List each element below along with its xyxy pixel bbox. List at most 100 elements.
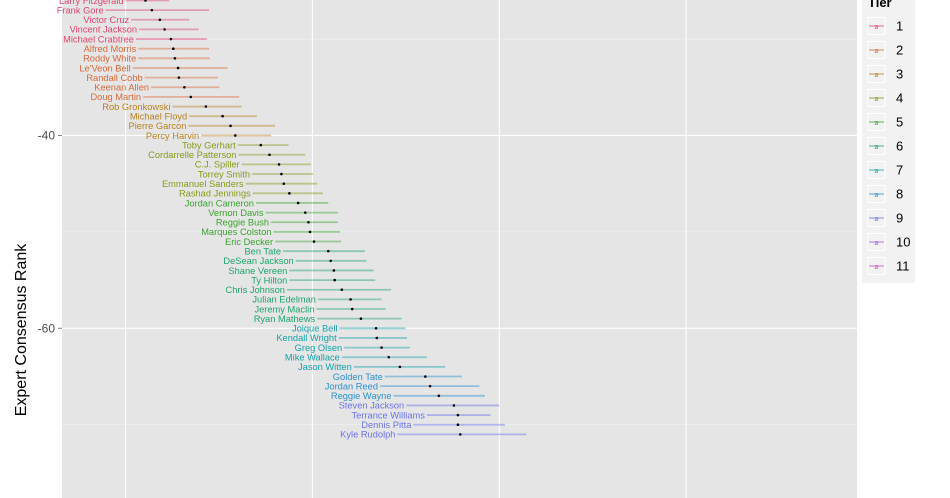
player-label: Vernon Davis bbox=[208, 208, 264, 218]
mean-point bbox=[303, 211, 307, 214]
player-label: Jason Witten bbox=[298, 362, 352, 372]
legend-key-glyph: a bbox=[875, 192, 879, 199]
player-label: Michael Floyd bbox=[130, 111, 187, 121]
player-row: Percy Harvin bbox=[146, 131, 272, 141]
player-row: Michael Floyd bbox=[130, 111, 257, 121]
mean-point bbox=[380, 346, 383, 349]
legend-item-tier-10: a 10 bbox=[867, 233, 910, 251]
mean-point bbox=[189, 95, 193, 99]
mean-point bbox=[183, 85, 186, 89]
player-label: Golden Tate bbox=[333, 372, 383, 382]
player-row: Reggie Wayne bbox=[331, 391, 485, 401]
player-label: Joique Bell bbox=[292, 324, 337, 334]
legend-label: 5 bbox=[896, 115, 903, 130]
player-label: Torrey Smith bbox=[198, 169, 250, 179]
mean-point bbox=[387, 355, 391, 359]
player-label: Ben Tate bbox=[244, 246, 281, 256]
player-row: Jeremy Maclin bbox=[254, 304, 386, 314]
player-row: Rashad Jennings bbox=[179, 189, 323, 199]
player-label: Kendall Wright bbox=[276, 333, 337, 343]
player-label: Doug Martin bbox=[90, 92, 141, 102]
mean-point bbox=[259, 143, 263, 147]
player-label: Michael Crabtree bbox=[63, 34, 134, 44]
mean-point bbox=[333, 278, 336, 282]
player-row: Victor Cruz bbox=[83, 15, 190, 25]
legend-label: 11 bbox=[896, 259, 910, 274]
y-axis-title: Expert Consensus Rank bbox=[13, 243, 30, 417]
player-row: Larry Fitzgerald bbox=[59, 0, 170, 6]
legend-key-glyph: a bbox=[875, 72, 879, 79]
player-label: Ryan Mathews bbox=[254, 314, 316, 324]
mean-point bbox=[172, 47, 175, 50]
player-row: Ryan Mathews bbox=[254, 314, 402, 324]
player-row: Le'Veon Bell bbox=[79, 63, 228, 73]
mean-point bbox=[375, 336, 379, 340]
mean-point bbox=[332, 269, 336, 272]
mean-point bbox=[268, 153, 271, 157]
player-row: Shane Vereen bbox=[228, 266, 374, 276]
legend-title: Tier bbox=[868, 0, 892, 10]
player-label: Roddy White bbox=[83, 54, 136, 64]
mean-point bbox=[349, 298, 352, 301]
player-row: Jordan Reed bbox=[325, 381, 480, 391]
mean-point bbox=[437, 394, 441, 398]
legend-key-glyph: a bbox=[875, 240, 879, 247]
mean-point bbox=[428, 384, 432, 388]
mean-point bbox=[350, 307, 354, 311]
mean-point bbox=[234, 134, 237, 137]
player-label: Greg Olsen bbox=[295, 343, 343, 353]
player-row: Jordan Cameron bbox=[185, 198, 329, 208]
y-tick-label: -40 bbox=[38, 128, 56, 142]
legend-label: 10 bbox=[896, 235, 910, 250]
player-label: Pierre Garcon bbox=[129, 121, 187, 131]
player-label: Jordan Cameron bbox=[185, 198, 254, 208]
legend-label: 1 bbox=[896, 19, 903, 34]
mean-point bbox=[158, 18, 162, 22]
legend-label: 3 bbox=[896, 67, 903, 82]
player-label: Victor Cruz bbox=[83, 15, 129, 25]
legend-key-glyph: a bbox=[875, 216, 879, 223]
player-row: Jason Witten bbox=[298, 362, 446, 372]
mean-point bbox=[296, 201, 300, 205]
player-row: Julian Edelman bbox=[252, 295, 382, 305]
mean-point bbox=[229, 124, 232, 128]
mean-point bbox=[312, 240, 316, 243]
player-label: Reggie Wayne bbox=[331, 391, 392, 401]
player-label: Ty Hilton bbox=[251, 275, 287, 285]
legend-label: 4 bbox=[896, 91, 903, 106]
player-label: Cordarrelle Patterson bbox=[148, 150, 236, 160]
player-label: Steven Jackson bbox=[339, 401, 405, 411]
player-label: Frank Gore bbox=[57, 5, 104, 15]
player-row: Greg Olsen bbox=[295, 343, 411, 353]
legend-label: 9 bbox=[896, 211, 903, 226]
player-row: Toby Gerhart bbox=[182, 140, 289, 150]
player-label: Vincent Jackson bbox=[70, 25, 138, 35]
player-row: Steven Jackson bbox=[339, 401, 500, 411]
panel-background bbox=[62, 0, 857, 498]
mean-point bbox=[398, 365, 402, 369]
player-row: Alfred Morris bbox=[84, 44, 210, 54]
player-label: Rob Gronkowski bbox=[102, 102, 170, 112]
player-label: C.J. Spiller bbox=[195, 160, 240, 170]
mean-point bbox=[177, 76, 181, 79]
player-label: Dennis Pitta bbox=[361, 420, 412, 430]
player-label: Keenan Allen bbox=[94, 83, 149, 93]
player-row: Michael Crabtree bbox=[63, 34, 207, 44]
player-label: Le'Veon Bell bbox=[79, 63, 130, 73]
legend-label: 2 bbox=[896, 43, 903, 58]
player-label: Percy Harvin bbox=[146, 131, 199, 141]
mean-point bbox=[424, 375, 427, 378]
legend-key-glyph: a bbox=[875, 144, 879, 151]
player-row: Doug Martin bbox=[90, 92, 240, 102]
player-row: Emmanuel Sanders bbox=[162, 179, 318, 189]
player-row: Joique Bell bbox=[292, 324, 406, 334]
player-row: Vincent Jackson bbox=[70, 25, 199, 35]
mean-point bbox=[327, 249, 330, 253]
mean-point bbox=[169, 37, 173, 41]
